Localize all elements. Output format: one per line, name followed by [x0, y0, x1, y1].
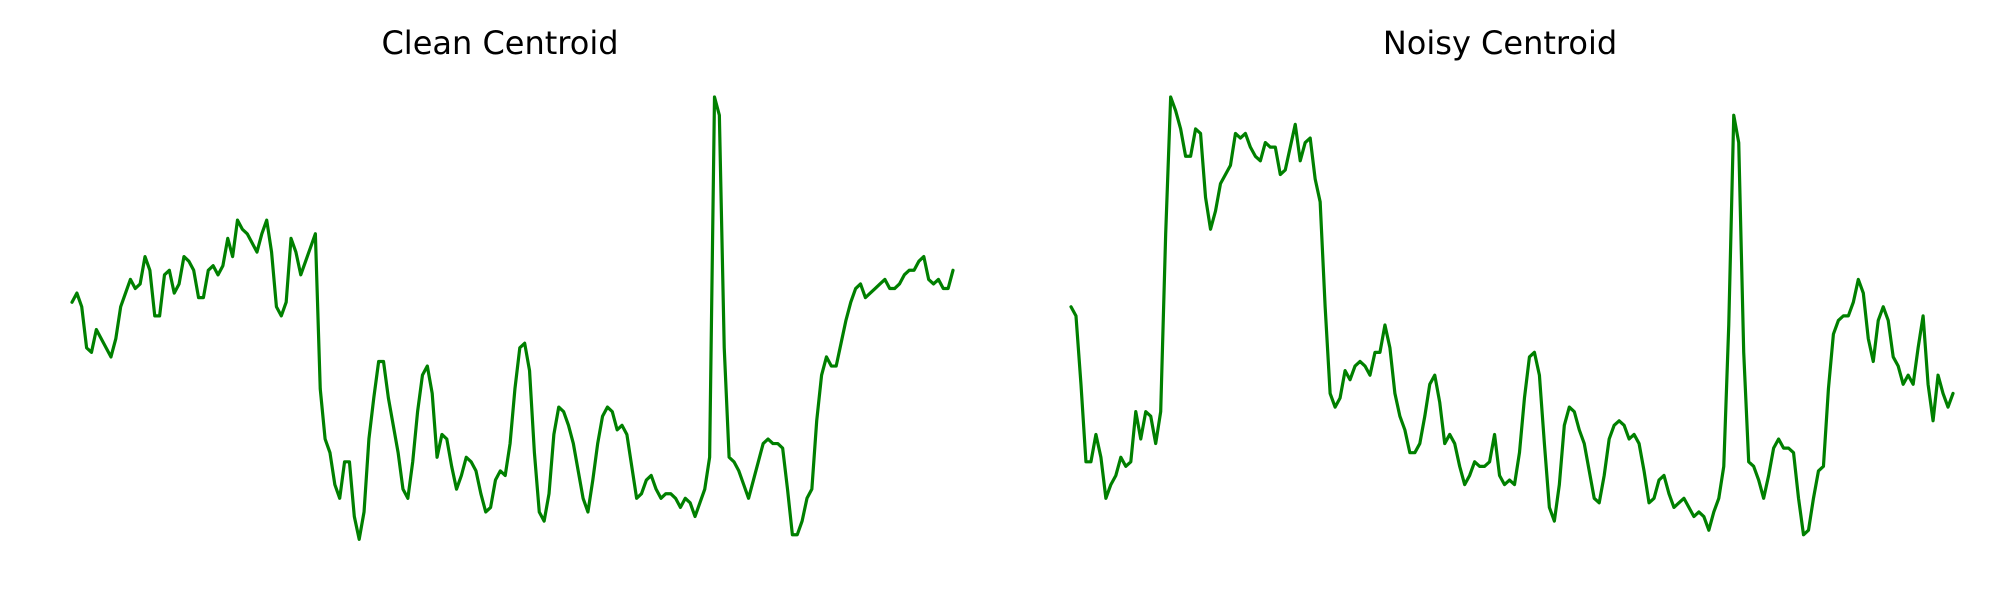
noisy-centroid-title: Noisy Centroid: [1382, 24, 1618, 62]
noisy-centroid-line: [1069, 95, 1955, 537]
noisy-centroid-panel: Noisy Centroid: [1000, 0, 2000, 600]
clean-centroid-title: Clean Centroid: [381, 24, 619, 62]
clean-centroid-plot: [70, 95, 955, 541]
noisy-centroid-plot: [1069, 95, 1955, 537]
clean-centroid-line: [70, 95, 955, 541]
clean-centroid-panel: Clean Centroid: [70, 24, 955, 541]
